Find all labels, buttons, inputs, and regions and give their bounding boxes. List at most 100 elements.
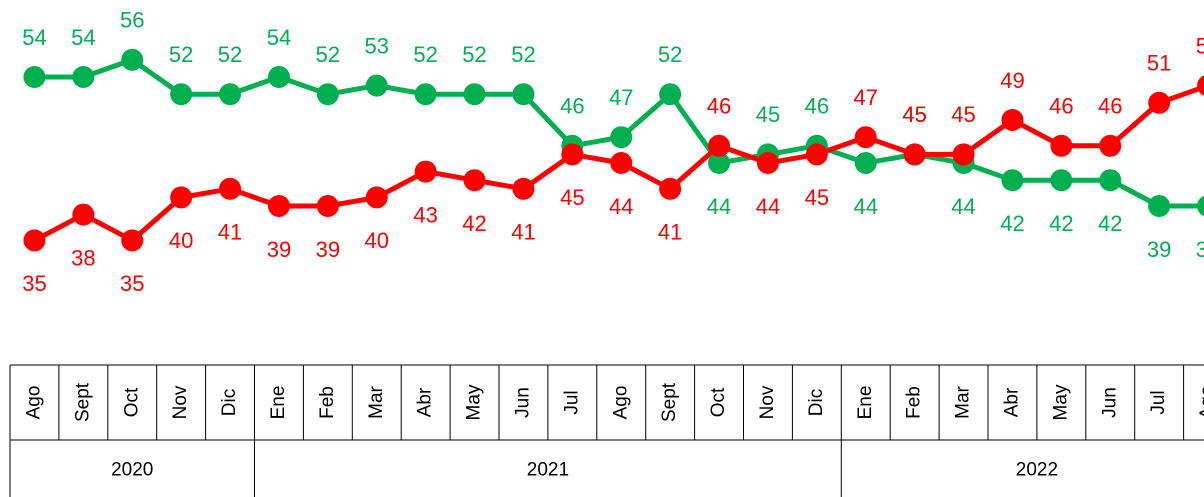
x-tick-label: Oct bbox=[121, 387, 142, 417]
data-label: 40 bbox=[169, 228, 193, 253]
data-label: 39 bbox=[316, 237, 340, 262]
point bbox=[316, 83, 339, 106]
x-tick-label: Nov bbox=[757, 385, 778, 419]
point bbox=[708, 152, 731, 174]
x-tick-label: Dic bbox=[806, 389, 827, 416]
point bbox=[1050, 134, 1073, 157]
data-label: 43 bbox=[413, 202, 437, 227]
data-label: 44 bbox=[854, 194, 878, 219]
point bbox=[121, 48, 144, 71]
point bbox=[463, 169, 486, 192]
group-label: 2021 bbox=[527, 460, 569, 481]
data-label: 42 bbox=[1049, 211, 1073, 236]
x-tick-label: May bbox=[1050, 384, 1071, 420]
data-label: 52 bbox=[169, 42, 193, 67]
data-label: 46 bbox=[1098, 94, 1122, 119]
data-label: 39 bbox=[1196, 237, 1204, 262]
point bbox=[365, 186, 388, 209]
point bbox=[1099, 134, 1122, 157]
data-label: 52 bbox=[316, 42, 340, 67]
group-label: 2020 bbox=[111, 460, 153, 481]
point bbox=[512, 83, 535, 106]
x-tick-label: Sept bbox=[659, 382, 680, 422]
x-tick-label: Sept bbox=[72, 382, 93, 422]
point bbox=[23, 66, 46, 88]
x-tick-label: Ago bbox=[1197, 386, 1204, 420]
point bbox=[561, 143, 584, 166]
point bbox=[267, 66, 290, 88]
point bbox=[659, 83, 682, 106]
data-label: 46 bbox=[805, 94, 829, 119]
point bbox=[512, 177, 535, 200]
data-label: 51 bbox=[1147, 51, 1171, 76]
data-label: 46 bbox=[707, 94, 731, 119]
data-label: 41 bbox=[658, 220, 682, 245]
x-tick-label: Ene bbox=[268, 386, 289, 420]
data-label: 45 bbox=[902, 102, 926, 127]
data-label: 45 bbox=[805, 185, 829, 210]
point bbox=[1001, 169, 1024, 192]
x-tick-label: Abr bbox=[415, 387, 436, 417]
data-label: 52 bbox=[511, 42, 535, 67]
data-label: 44 bbox=[609, 194, 633, 219]
x-tick-label: Jul bbox=[561, 390, 582, 414]
data-label: 46 bbox=[560, 94, 584, 119]
x-tick-label: Abr bbox=[1001, 387, 1022, 417]
data-label: 52 bbox=[658, 42, 682, 67]
point bbox=[1197, 195, 1204, 217]
data-label: 46 bbox=[1049, 94, 1073, 119]
x-tick-label: Jun bbox=[1099, 387, 1120, 418]
data-label: 35 bbox=[22, 271, 46, 296]
data-label: 42 bbox=[462, 211, 486, 236]
point bbox=[805, 143, 828, 166]
data-label: 54 bbox=[267, 25, 291, 50]
point bbox=[1148, 91, 1171, 114]
point bbox=[1099, 169, 1122, 192]
point bbox=[121, 229, 144, 252]
point bbox=[219, 177, 242, 200]
point bbox=[23, 229, 46, 252]
point bbox=[854, 126, 877, 149]
point bbox=[854, 152, 877, 174]
point bbox=[1148, 195, 1171, 217]
data-label: 53 bbox=[365, 33, 389, 58]
x-tick-label: Nov bbox=[170, 385, 191, 419]
x-tick-label: Ago bbox=[23, 386, 44, 420]
x-tick-label: Mar bbox=[953, 385, 974, 418]
data-label: 54 bbox=[71, 25, 95, 50]
x-tick-label: May bbox=[464, 384, 485, 420]
data-label: 45 bbox=[756, 102, 780, 127]
point bbox=[414, 160, 437, 183]
data-label: 39 bbox=[1147, 237, 1171, 262]
x-tick-label: Ene bbox=[855, 386, 876, 420]
data-label: 44 bbox=[756, 194, 780, 219]
point bbox=[756, 152, 779, 174]
point bbox=[610, 126, 633, 149]
data-label: 41 bbox=[218, 220, 242, 245]
data-label: 56 bbox=[120, 8, 144, 33]
data-label: 39 bbox=[267, 237, 291, 262]
point bbox=[952, 143, 975, 166]
data-label: 45 bbox=[560, 185, 584, 210]
x-tick-label: Jul bbox=[1148, 390, 1169, 414]
x-tick-label: Mar bbox=[366, 385, 387, 418]
point bbox=[365, 74, 388, 97]
x-tick-label: Dic bbox=[219, 389, 240, 416]
group-label: 2022 bbox=[1016, 460, 1058, 481]
data-label: 45 bbox=[902, 102, 926, 127]
data-label: 38 bbox=[71, 245, 95, 270]
data-label: 52 bbox=[218, 42, 242, 67]
data-label: 40 bbox=[365, 228, 389, 253]
point bbox=[463, 83, 486, 106]
data-label: 35 bbox=[120, 271, 144, 296]
data-label: 52 bbox=[413, 42, 437, 67]
point bbox=[414, 83, 437, 106]
point bbox=[72, 66, 95, 88]
point bbox=[903, 143, 926, 166]
data-label: 47 bbox=[854, 85, 878, 110]
data-label: 42 bbox=[1000, 211, 1024, 236]
point bbox=[170, 83, 193, 106]
point bbox=[1001, 109, 1024, 131]
data-label: 45 bbox=[951, 102, 975, 127]
point bbox=[1050, 169, 1073, 192]
